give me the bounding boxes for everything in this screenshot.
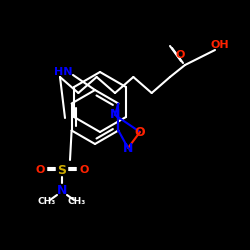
- Text: HN: HN: [54, 67, 72, 77]
- Text: O: O: [135, 126, 145, 138]
- Text: O: O: [79, 165, 89, 175]
- Text: N: N: [123, 142, 133, 154]
- Text: S: S: [58, 164, 66, 176]
- Text: N: N: [110, 108, 120, 122]
- Text: O: O: [175, 50, 185, 60]
- Text: N: N: [57, 184, 67, 196]
- Text: OH: OH: [211, 40, 229, 50]
- Text: CH₃: CH₃: [68, 198, 86, 206]
- Text: CH₃: CH₃: [38, 198, 56, 206]
- Text: O: O: [35, 165, 45, 175]
